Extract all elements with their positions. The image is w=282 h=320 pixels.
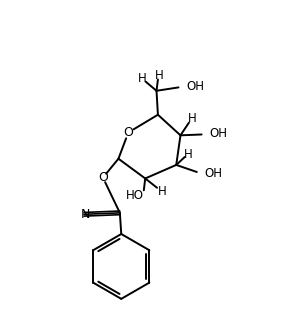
Text: O: O — [98, 171, 108, 184]
Text: HO: HO — [126, 189, 144, 202]
Text: H: H — [154, 69, 163, 82]
Text: OH: OH — [204, 167, 222, 180]
Text: H: H — [188, 112, 197, 125]
Text: OH: OH — [209, 127, 227, 140]
Text: N: N — [80, 208, 90, 221]
Text: OH: OH — [186, 80, 204, 93]
Text: O: O — [124, 126, 133, 139]
Text: H: H — [137, 72, 146, 85]
Text: H: H — [184, 148, 192, 161]
Text: H: H — [158, 185, 166, 198]
